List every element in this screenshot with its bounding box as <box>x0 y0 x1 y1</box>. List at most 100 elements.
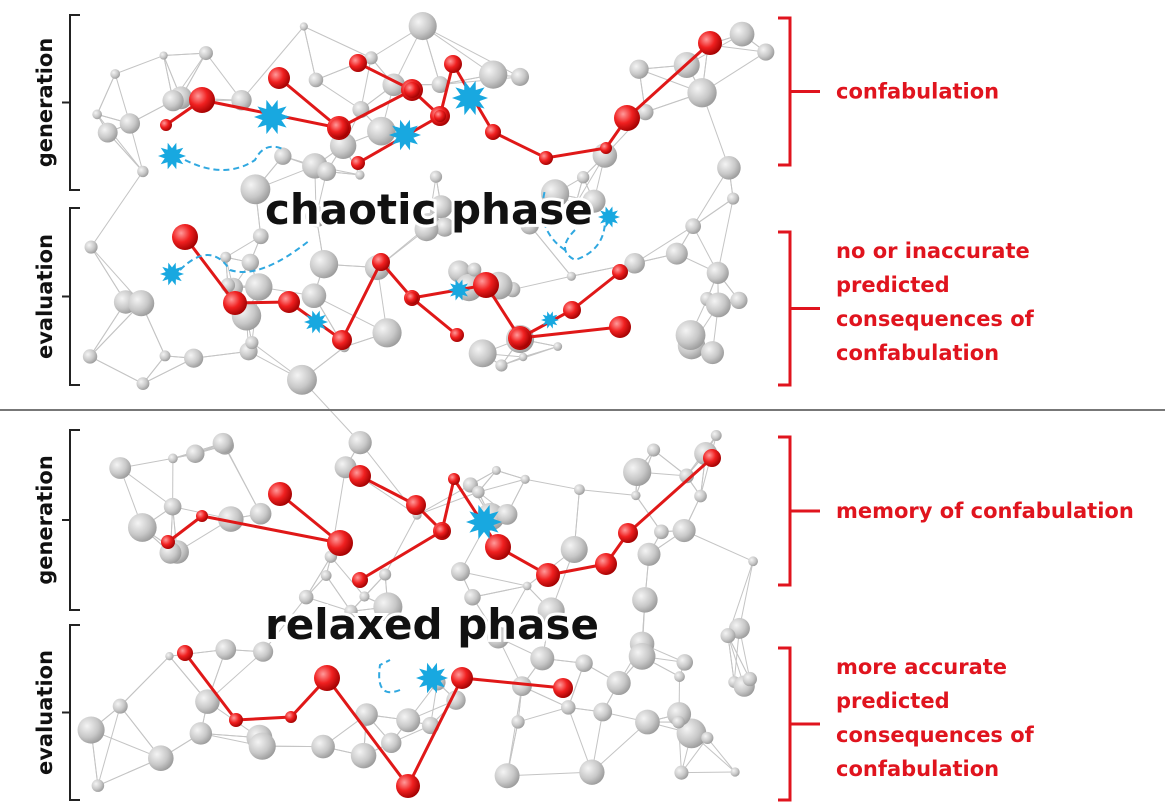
node <box>623 458 651 486</box>
node <box>577 171 589 183</box>
edge <box>90 356 143 383</box>
edge <box>97 74 115 114</box>
node <box>220 252 231 263</box>
node <box>92 779 105 792</box>
diagram: chaotic phasegenerationconfabulationeval… <box>0 0 1165 803</box>
edge <box>98 706 120 785</box>
red-node <box>539 151 553 165</box>
red-node <box>351 156 365 170</box>
edge <box>525 479 579 489</box>
node <box>521 475 530 484</box>
node <box>78 716 105 743</box>
node <box>567 272 576 281</box>
red-node <box>609 316 631 338</box>
red-node <box>404 82 420 98</box>
red-node <box>448 473 460 485</box>
bracket <box>62 625 80 800</box>
red-node <box>434 110 446 122</box>
red-node <box>451 667 473 689</box>
node <box>685 218 701 234</box>
node <box>162 90 183 111</box>
red-node <box>196 510 208 522</box>
red-node <box>349 54 367 72</box>
dashed-arrow <box>379 660 400 692</box>
red-node <box>444 55 462 73</box>
node <box>730 292 747 309</box>
node <box>717 156 741 180</box>
node <box>629 60 648 79</box>
edge <box>478 479 525 492</box>
edge <box>513 276 572 289</box>
red-node <box>189 87 215 113</box>
node <box>372 318 401 347</box>
node <box>409 12 437 40</box>
node <box>687 78 716 107</box>
edge <box>579 490 635 496</box>
edge <box>460 572 527 586</box>
red-node <box>332 330 352 350</box>
node <box>574 484 585 495</box>
node <box>727 192 739 204</box>
edge <box>304 26 316 79</box>
node <box>495 359 507 371</box>
edge <box>120 656 169 706</box>
node <box>242 254 259 271</box>
edge <box>385 515 417 574</box>
node <box>321 570 332 581</box>
node <box>309 73 324 88</box>
node <box>349 431 372 454</box>
node <box>553 342 562 351</box>
node <box>674 671 685 682</box>
red-node <box>536 563 560 587</box>
red-node <box>406 495 426 515</box>
red-bracket <box>778 437 820 585</box>
red-node <box>372 253 390 271</box>
node <box>607 671 631 695</box>
node <box>561 536 588 563</box>
edge <box>707 738 735 772</box>
node <box>676 320 706 350</box>
node <box>673 519 696 542</box>
node <box>83 349 97 363</box>
node <box>213 433 234 454</box>
node <box>748 556 758 566</box>
red-node <box>450 328 464 342</box>
section-label: generation <box>33 455 57 585</box>
annotation: predicted <box>836 273 950 297</box>
node <box>711 430 722 441</box>
node <box>492 466 501 475</box>
node <box>184 349 203 368</box>
node <box>274 148 291 165</box>
red-node <box>268 67 290 89</box>
bracket <box>62 430 80 610</box>
network <box>78 12 775 798</box>
phase-label: relaxed phase <box>265 600 599 649</box>
red-node <box>563 301 581 319</box>
red-node <box>327 530 353 556</box>
node <box>85 241 98 254</box>
phase-label: chaotic phase <box>265 185 593 234</box>
edge <box>304 26 371 57</box>
node <box>379 568 391 580</box>
edge <box>91 171 143 247</box>
annotation: memory of confabulation <box>836 499 1134 523</box>
edge <box>681 772 735 773</box>
node <box>561 700 576 715</box>
edge <box>718 199 733 273</box>
node <box>672 716 685 729</box>
red-bracket <box>778 18 820 165</box>
node <box>159 51 167 59</box>
red-node <box>614 105 640 131</box>
red-node <box>278 291 300 313</box>
node <box>109 457 131 479</box>
node <box>128 513 157 542</box>
red-node <box>229 713 243 727</box>
red-node <box>485 124 501 140</box>
red-node <box>349 465 371 487</box>
node <box>128 290 154 316</box>
node <box>110 69 120 79</box>
bracket <box>62 208 80 385</box>
node <box>168 454 178 464</box>
node <box>647 443 660 456</box>
node <box>317 162 336 181</box>
